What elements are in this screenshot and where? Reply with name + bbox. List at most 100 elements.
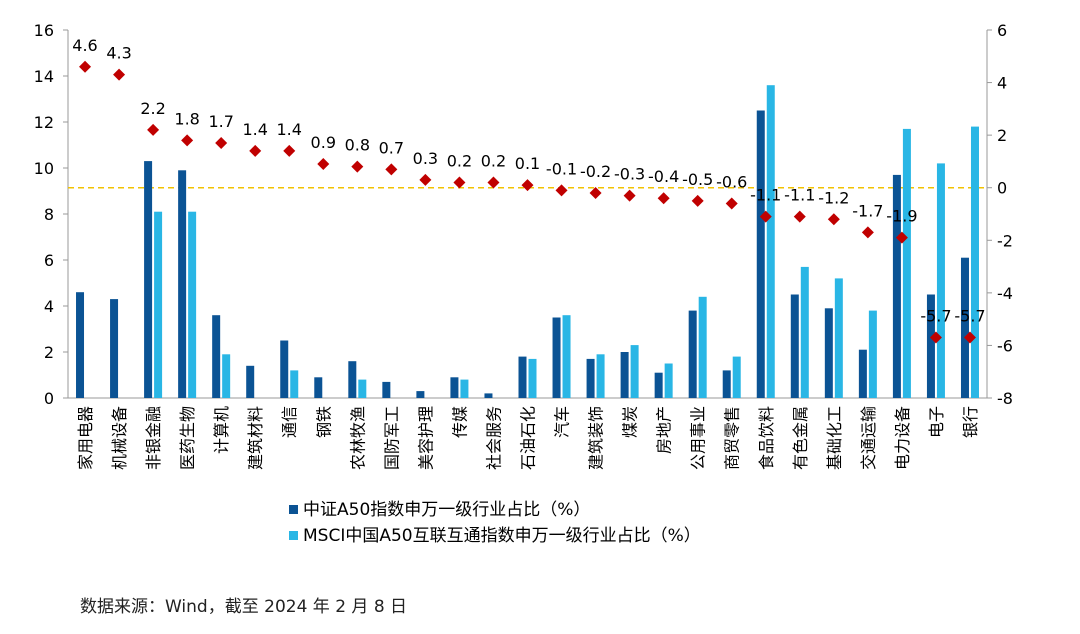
diamond-marker [589,186,602,199]
category-label: 汽车 [553,406,572,438]
bar-series-1 [688,310,697,398]
diamond-marker [181,134,194,147]
data-label: 1.4 [277,120,302,139]
bar-series-1 [518,356,527,398]
data-label: 0.8 [345,136,370,155]
bar-series-2 [834,278,843,398]
category-label: 计算机 [212,406,231,454]
bar-series-2 [970,126,979,398]
legend: 中证A50指数申万一级行业占比（%） MSCI中国A50互联互通指数申万一级行业… [289,500,701,546]
diamond-marker [929,331,942,344]
bar-series-1 [246,365,255,398]
diamond-marker [827,213,840,226]
diamond-marker [283,144,296,157]
diamond-marker [895,231,908,244]
data-label: 1.7 [208,112,233,131]
diamond-marker [623,189,636,202]
data-label: -0.2 [580,162,611,181]
category-label: 钢铁 [314,406,333,438]
bar-series-2 [358,379,367,398]
bar-series-1 [586,358,595,398]
bar-series-2 [664,363,673,398]
data-label: -1.9 [886,207,917,226]
data-label: -0.6 [716,172,747,191]
bar-series-2 [936,163,945,398]
bar-series-1 [858,349,867,398]
category-label: 基础化工 [825,406,844,470]
bar-series-1 [824,308,833,398]
data-label: -5.7 [920,307,951,326]
legend-label-series-1: 中证A50指数申万一级行业占比（%） [303,500,590,520]
bar-series-2 [562,315,571,398]
bar-series-1 [892,174,901,398]
right-tick-label: 4 [997,74,1007,93]
category-label: 建筑装饰 [587,406,606,470]
left-tick-label: 4 [44,297,54,316]
data-label: 0.2 [481,151,506,170]
left-tick-label: 10 [34,159,54,178]
bar-series-2 [766,85,775,398]
diamond-marker [453,176,466,189]
diamond-marker [487,176,500,189]
bar-series-2 [630,345,639,398]
diamond-marker [691,194,704,207]
left-tick-label: 12 [34,113,54,132]
bar-series-1 [178,170,187,398]
bar-series-2 [800,266,809,398]
bar-series-2 [460,379,469,398]
legend-label-series-2: MSCI中国A50互联互通指数申万一级行业占比（%） [303,526,701,546]
chart-svg: 0 2 4 6 8 10 12 14 16 -8 -6 -4 -2 0 2 4 6 家用电器 机械设备 非银金融 医药生… [34,21,1013,546]
bar-series-1 [790,294,799,398]
bar-series-1 [314,377,323,398]
legend-swatch-series-2 [289,531,298,540]
axes-group: 0 2 4 6 8 10 12 14 16 -8 -6 -4 -2 0 2 4 6 家用电器 机械设备 非银金融 医药生… [34,21,1013,470]
category-label: 有色金属 [791,406,810,470]
category-label: 机械设备 [110,406,129,470]
labels-group: 4.6 4.3 2.2 1.8 1.7 1.4 1.4 0.9 0.8 0.7 0.3 0.2 0.2 0… [72,36,985,326]
category-label: 医药生物 [178,406,197,470]
category-label: 家用电器 [76,406,95,470]
bar-series-1 [926,294,935,398]
diamond-marker [555,184,568,197]
bar-series-1 [280,340,289,398]
diamond-marker [215,137,228,150]
diamond-marker [113,68,126,81]
bar-series-1 [450,377,459,398]
category-label: 电子 [927,406,946,438]
legend-swatch-series-1 [289,505,298,514]
bar-series-1 [484,393,493,398]
bar-series-1 [960,257,969,398]
data-label: -0.4 [648,167,679,186]
diamond-marker [385,163,398,176]
data-label: 0.2 [447,151,472,170]
category-label: 公用事业 [689,406,708,470]
bar-series-1 [348,361,357,398]
left-tick-label: 16 [34,21,54,40]
category-label: 商贸零售 [723,406,742,470]
data-label: -5.7 [954,307,985,326]
diamond-marker [317,158,330,171]
category-label: 银行 [961,406,980,438]
bar-series-2 [290,370,299,398]
bar-series-1 [756,110,765,398]
left-tick-label: 0 [44,389,54,408]
bar-series-2 [222,354,231,398]
bar-series-1 [722,370,731,398]
bar-series-1 [212,315,221,398]
diamond-marker [759,210,772,223]
diamond-marker [249,144,262,157]
bar-series-1 [110,299,119,398]
diamond-marker [79,60,92,73]
data-label: -1.2 [818,188,849,207]
category-label: 煤炭 [621,406,640,438]
right-tick-label: -4 [997,284,1013,303]
left-tick-label: 8 [44,205,54,224]
bar-series-2 [596,354,605,398]
bar-series-2 [732,356,741,398]
data-label: -0.1 [546,159,577,178]
data-label: 2.2 [140,99,165,118]
diamond-marker [793,210,806,223]
diamond-marker [725,197,738,210]
category-label: 农林牧渔 [348,406,367,470]
data-label: 0.7 [379,138,404,157]
